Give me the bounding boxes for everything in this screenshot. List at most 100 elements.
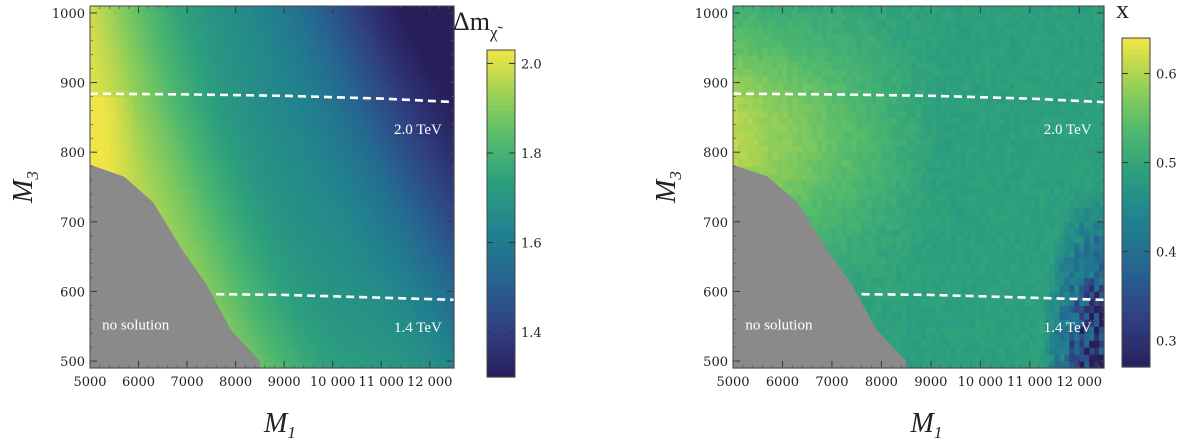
- heatmap-cell: [201, 19, 208, 28]
- heatmap-cell: [356, 187, 363, 195]
- heatmap-cell: [225, 200, 232, 209]
- heatmap-cell: [807, 68, 813, 77]
- heatmap-cell: [429, 256, 436, 265]
- heatmap-cell: [269, 228, 276, 237]
- heatmap-cell: [332, 124, 339, 132]
- heatmap-cell: [187, 249, 193, 258]
- colorbar-segment: [487, 289, 515, 296]
- heatmap-cell: [449, 82, 455, 91]
- heatmap-cell: [356, 347, 363, 355]
- heatmap-cell: [342, 117, 348, 125]
- heatmap-cell: [288, 96, 295, 105]
- heatmap-cell: [308, 166, 314, 174]
- heatmap-cell: [259, 249, 266, 258]
- heatmap-cell: [410, 305, 416, 313]
- heatmap-cell: [284, 221, 290, 230]
- heatmap-cell: [298, 193, 305, 202]
- heatmap-cell: [737, 40, 744, 49]
- heatmap-cell: [303, 61, 309, 70]
- heatmap-cell: [415, 103, 421, 112]
- heatmap-cell: [259, 361, 266, 369]
- heatmap-cell: [772, 54, 779, 63]
- heatmap-cell: [99, 131, 106, 139]
- heatmap-cell: [782, 33, 789, 42]
- heatmap-cell: [356, 298, 363, 306]
- heatmap-cell: [153, 82, 159, 91]
- heatmap-cell: [752, 12, 759, 21]
- heatmap-cell: [410, 89, 416, 98]
- heatmap-cell: [439, 89, 445, 98]
- heatmap-cell: [211, 193, 217, 202]
- heatmap-cell: [274, 138, 280, 146]
- heatmap-cell: [366, 291, 373, 299]
- heatmap-cell: [747, 47, 754, 56]
- heatmap-cell: [99, 103, 106, 112]
- heatmap-cell: [172, 110, 178, 118]
- heatmap-cell: [395, 340, 402, 348]
- heatmap-cell: [250, 82, 256, 91]
- colorbar-segment: [487, 82, 515, 89]
- heatmap-cell: [211, 187, 217, 195]
- heatmap-cell: [298, 312, 305, 320]
- heatmap-cell: [293, 145, 300, 153]
- heatmap-cell: [94, 12, 101, 21]
- heatmap-cell: [405, 110, 411, 118]
- heatmap-cell: [99, 47, 106, 56]
- heatmap-cell: [279, 333, 285, 341]
- heatmap-cell: [342, 319, 348, 327]
- heatmap-cell: [235, 305, 242, 313]
- heatmap-cell: [225, 19, 232, 28]
- heatmap-cell: [148, 40, 154, 49]
- heatmap-cell: [322, 40, 329, 49]
- heatmap-cell: [807, 82, 813, 91]
- heatmap-cell: [424, 291, 431, 299]
- heatmap-cell: [332, 26, 339, 35]
- heatmap-cell: [381, 159, 387, 167]
- heatmap-cell: [332, 361, 339, 369]
- heatmap-cell: [162, 103, 169, 112]
- heatmap-cell: [123, 12, 130, 21]
- heatmap-cell: [235, 242, 242, 251]
- heatmap-cell: [400, 54, 407, 63]
- heatmap-cell: [444, 305, 450, 313]
- heatmap-cell: [245, 180, 251, 188]
- heatmap-cell: [269, 6, 276, 14]
- heatmap-cell: [191, 200, 198, 209]
- heatmap-cell: [138, 96, 144, 105]
- heatmap-cell: [225, 96, 232, 105]
- heatmap-cell: [255, 180, 261, 188]
- heatmap-cell: [313, 68, 319, 77]
- heatmap-cell: [352, 26, 358, 35]
- heatmap-cell: [303, 333, 309, 341]
- heatmap-cell: [191, 235, 198, 244]
- heatmap-cell: [371, 200, 377, 209]
- heatmap-cell: [298, 180, 305, 188]
- heatmap-cell: [400, 305, 407, 313]
- heatmap-cell: [245, 263, 251, 272]
- heatmap-cell: [313, 12, 319, 21]
- heatmap-cell: [167, 214, 174, 223]
- heatmap-cell: [733, 40, 739, 49]
- heatmap-cell: [318, 207, 324, 216]
- heatmap-cell: [381, 40, 387, 49]
- heatmap-cell: [177, 110, 183, 118]
- heatmap-cell: [802, 96, 808, 105]
- heatmap-cell: [410, 263, 416, 272]
- heatmap-cell: [206, 235, 212, 244]
- heatmap-cell: [742, 6, 749, 14]
- heatmap-cell: [371, 221, 377, 230]
- heatmap-cell: [792, 47, 798, 56]
- heatmap-cell: [386, 277, 392, 286]
- heatmap-cell: [444, 193, 450, 202]
- heatmap-cell: [361, 145, 368, 153]
- heatmap-cell: [352, 207, 358, 216]
- heatmap-cell: [356, 82, 363, 91]
- heatmap-cell: [337, 270, 343, 279]
- heatmap-cell: [400, 138, 407, 146]
- heatmap-cell: [94, 138, 101, 146]
- heatmap-cell: [133, 166, 140, 174]
- heatmap-cell: [293, 214, 300, 223]
- heatmap-cell: [762, 47, 769, 56]
- heatmap-cell: [410, 12, 416, 21]
- heatmap-cell: [264, 61, 271, 70]
